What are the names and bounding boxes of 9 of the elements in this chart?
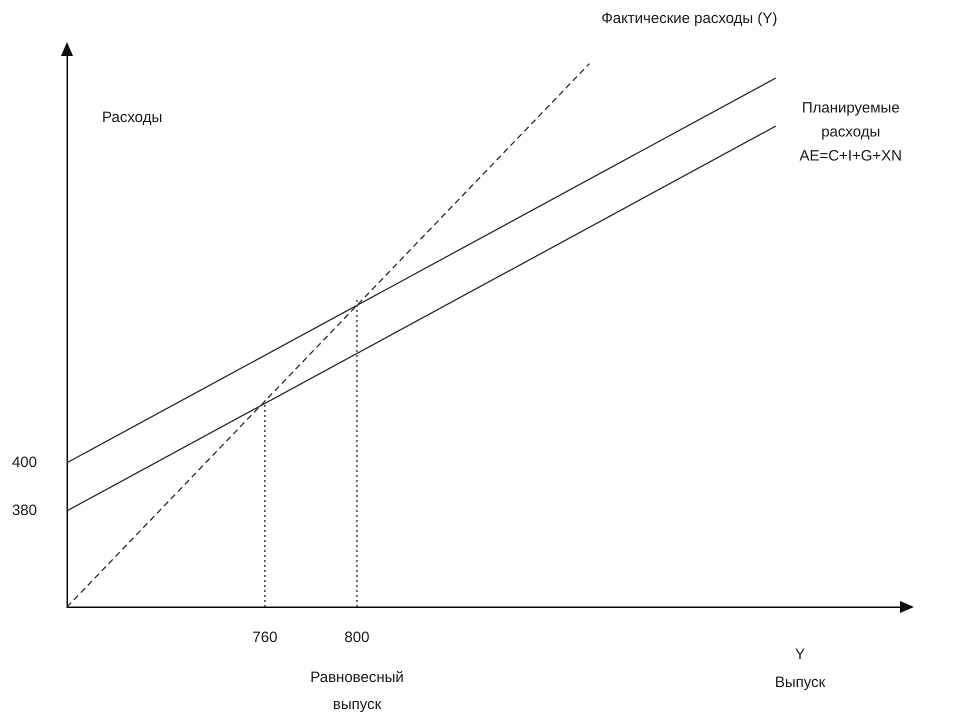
x-axis-title: Y Выпуск	[774, 646, 826, 692]
x-tick-label: 760	[252, 629, 278, 646]
text: Равновесный выпуск	[310, 669, 404, 714]
x-tick-label: 800	[344, 629, 370, 646]
series-label: Планируемые расходы AE=C+I+G+XN	[799, 99, 902, 164]
y-tick-label: 400	[12, 454, 37, 471]
y-axis-title: Расходы	[102, 109, 162, 126]
text: Фактические расходы (Y)	[601, 10, 778, 27]
y-tick-label: 380	[12, 502, 37, 519]
